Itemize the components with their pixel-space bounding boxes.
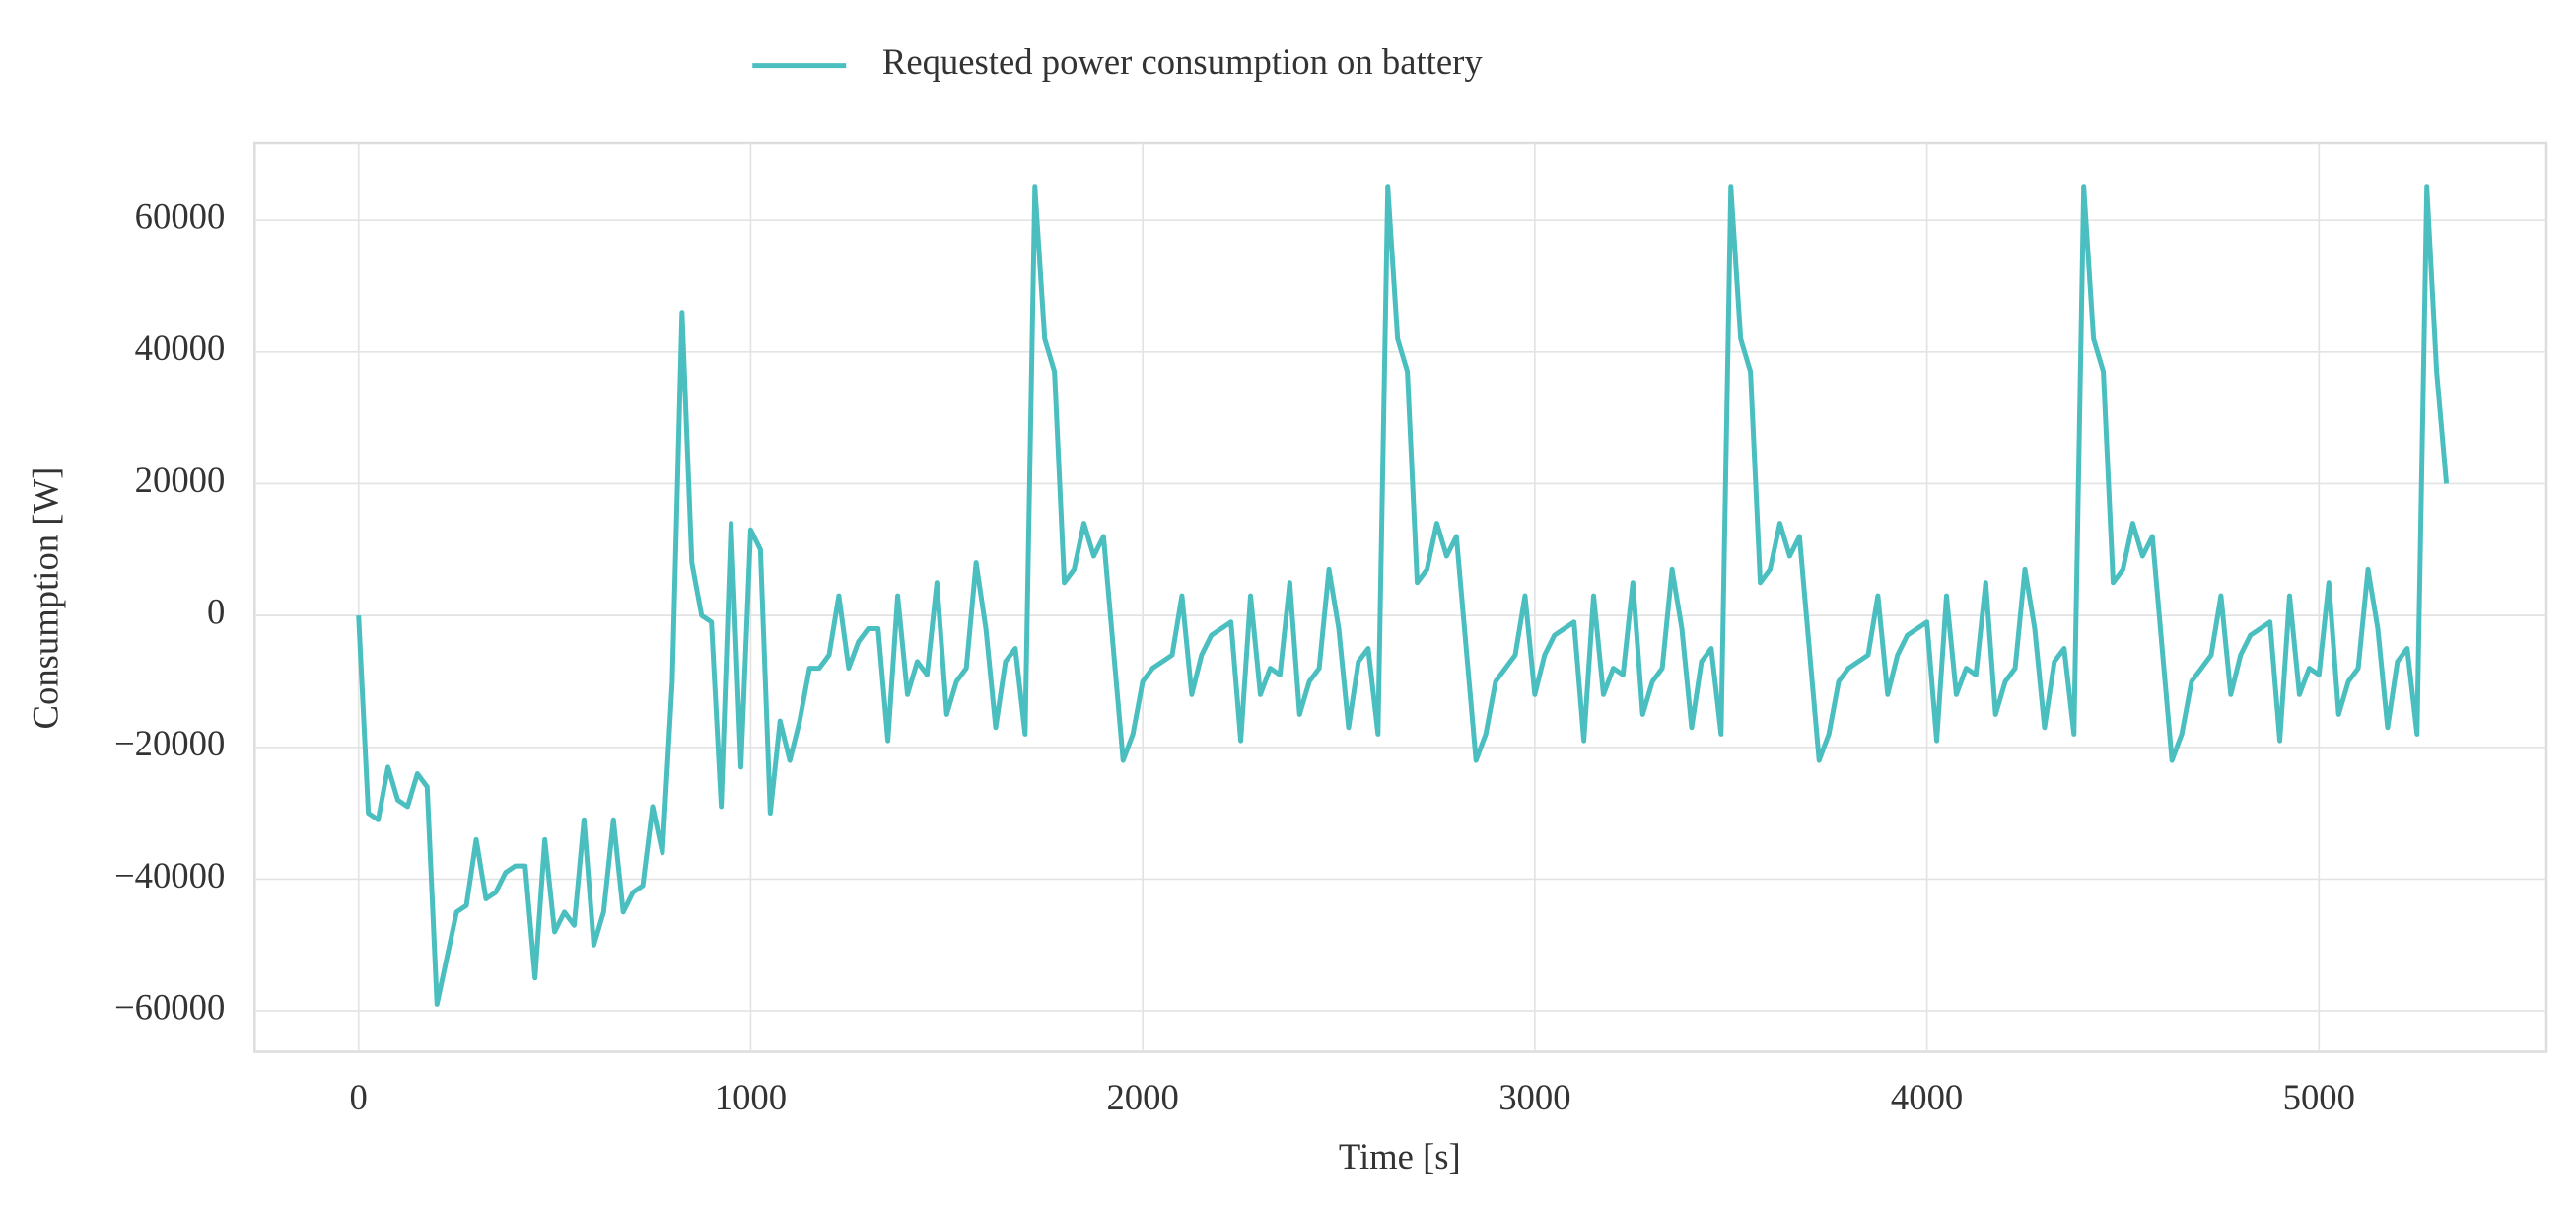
y-tick-label: −60000 [114, 986, 225, 1027]
x-tick-label: 3000 [1498, 1077, 1570, 1117]
x-tick-label: 4000 [1891, 1077, 1963, 1117]
data-line [356, 184, 2450, 1007]
y-tick-label: 20000 [135, 460, 226, 500]
x-tick-label: 2000 [1106, 1077, 1178, 1117]
y-tick-label: −20000 [114, 723, 225, 763]
y-tick-label: 60000 [135, 196, 226, 237]
plot-frame [253, 141, 2548, 1053]
x-tick-label: 1000 [715, 1077, 787, 1117]
legend-label: Requested power consumption on battery [882, 41, 1483, 82]
x-tick-label: 0 [350, 1077, 368, 1117]
y-tick-label: −40000 [114, 855, 225, 895]
y-tick-label: 40000 [135, 327, 226, 368]
y-tick-label: 0 [207, 592, 225, 632]
y-axis-label: Consumption [W] [25, 467, 65, 730]
x-axis-label: Time [s] [1339, 1136, 1461, 1176]
x-tick-label: 5000 [2283, 1077, 2355, 1117]
